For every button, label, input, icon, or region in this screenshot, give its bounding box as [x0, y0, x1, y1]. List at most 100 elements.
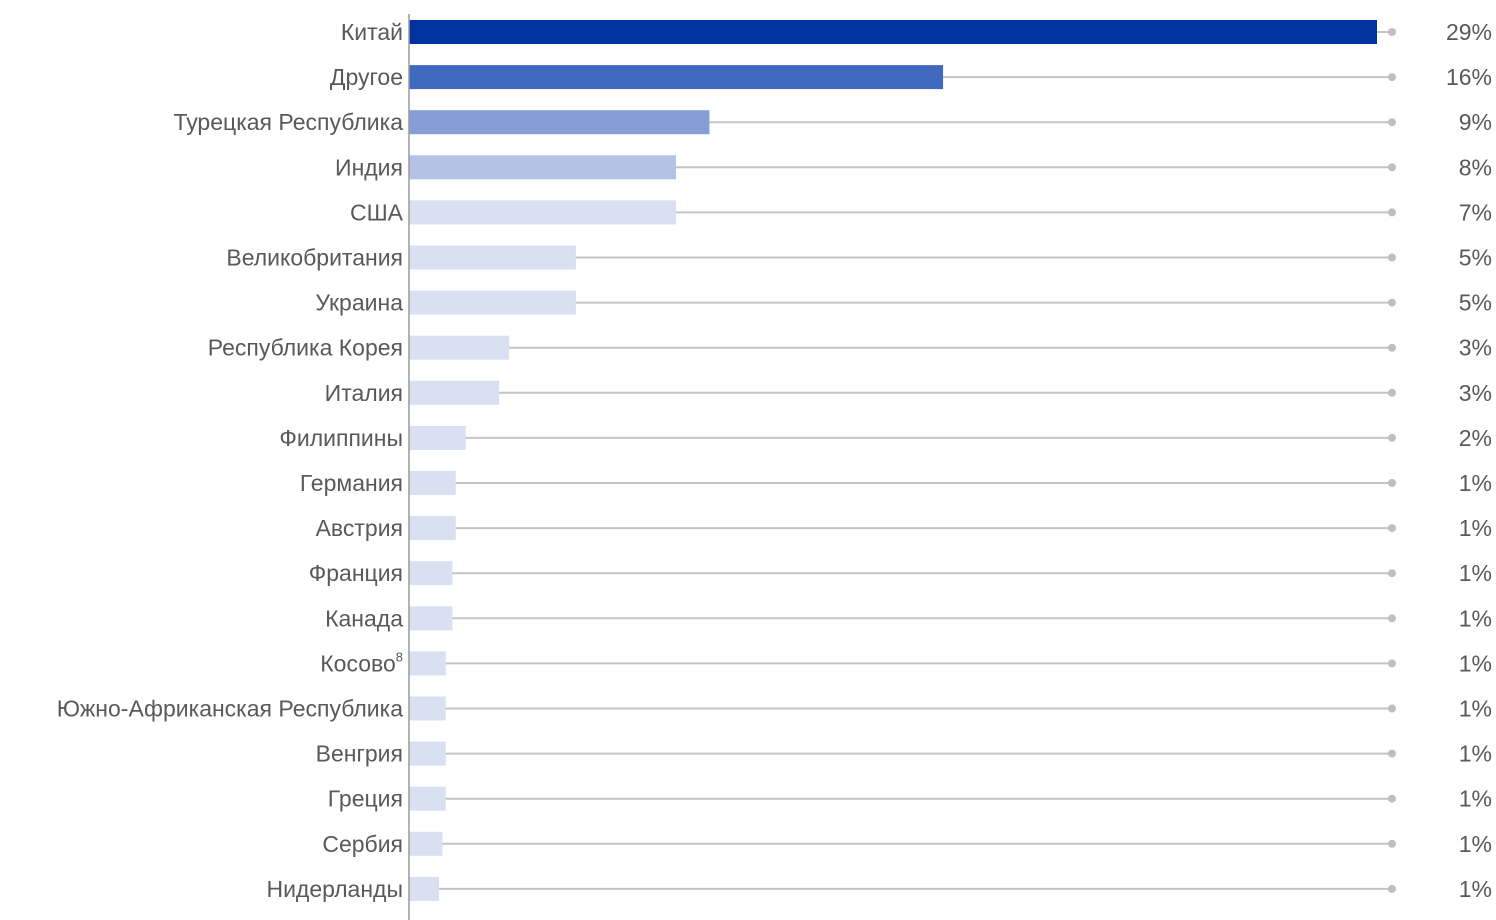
- bar-row: США 7%: [350, 199, 1492, 225]
- value-label: 7%: [1459, 199, 1492, 225]
- leader-end-dot: [1388, 28, 1396, 36]
- bar-row: Великобритания 5%: [226, 245, 1492, 271]
- category-label: Греция: [328, 786, 403, 812]
- leader-end-dot: [1388, 569, 1396, 578]
- value-label: 1%: [1459, 786, 1492, 812]
- bar-row: Венгрия 1%: [316, 741, 1492, 767]
- bar: [409, 110, 710, 135]
- value-label: 5%: [1459, 290, 1492, 316]
- leader-end-dot: [1388, 479, 1396, 487]
- leader-end-dot: [1388, 749, 1396, 758]
- category-label: Нидерланды: [266, 876, 403, 902]
- category-label: Индия: [335, 154, 403, 180]
- leader-end-dot: [1388, 794, 1396, 803]
- leader-end-dot: [1388, 388, 1396, 397]
- bar-row: Украина 5%: [315, 290, 1492, 316]
- bar: [409, 696, 446, 721]
- category-label: Австрия: [316, 515, 403, 541]
- bar-row: Другое 16%: [330, 64, 1492, 90]
- leader-end-dot: [1388, 208, 1396, 217]
- bar: [409, 290, 576, 315]
- value-label: 1%: [1459, 876, 1492, 902]
- category-label: Канада: [325, 605, 403, 631]
- value-label: 29%: [1446, 19, 1492, 45]
- leader-end-dot: [1388, 839, 1396, 848]
- bar: [409, 155, 677, 180]
- bar: [409, 425, 466, 450]
- category-label: Италия: [325, 380, 403, 406]
- bar: [409, 786, 446, 811]
- value-label: 1%: [1459, 470, 1492, 496]
- bar-row: Германия 1%: [300, 470, 1492, 496]
- leader-end-dot: [1388, 704, 1396, 713]
- category-label: Китай: [341, 19, 403, 45]
- value-label: 3%: [1459, 335, 1492, 361]
- bar-row: Косово8 1%: [320, 649, 1492, 676]
- leader-end-dot: [1388, 298, 1396, 307]
- category-label: Сербия: [322, 831, 403, 857]
- value-label: 8%: [1459, 154, 1492, 180]
- leader-end-dot: [1388, 433, 1396, 442]
- bar-row: Филиппины 2%: [279, 425, 1492, 451]
- category-label: Республика Корея: [208, 335, 403, 361]
- bar: [409, 741, 446, 766]
- leader-end-dot: [1388, 73, 1396, 82]
- bar-row: Франция 1%: [309, 560, 1492, 586]
- category-label: Великобритания: [226, 245, 403, 271]
- bar: [409, 20, 1377, 44]
- bar-row: Китай 29%: [341, 19, 1492, 45]
- bar-row: Греция 1%: [328, 786, 1492, 812]
- category-label: Косово8: [320, 649, 403, 676]
- bar-row: Республика Корея 3%: [208, 335, 1492, 361]
- bar: [409, 380, 500, 405]
- value-label: 5%: [1459, 245, 1492, 271]
- category-label: Германия: [300, 470, 403, 496]
- value-label: 9%: [1459, 109, 1492, 135]
- value-label: 16%: [1446, 64, 1492, 90]
- bar-row: Южно-Африканская Республика 1%: [57, 696, 1492, 722]
- bar-row: Турецкая Республика 9%: [173, 109, 1492, 135]
- leader-end-dot: [1388, 614, 1396, 623]
- bar: [409, 561, 453, 586]
- bar: [409, 335, 510, 360]
- value-label: 1%: [1459, 696, 1492, 722]
- bar: [409, 65, 944, 90]
- category-label: Южно-Африканская Республика: [57, 696, 404, 722]
- value-label: 1%: [1459, 650, 1492, 676]
- leader-end-dot: [1388, 163, 1396, 172]
- leader-end-dot: [1388, 118, 1396, 127]
- leader-end-dot: [1388, 524, 1396, 533]
- value-label: 1%: [1459, 560, 1492, 586]
- bar: [409, 471, 456, 495]
- bar-row: Сербия 1%: [322, 831, 1492, 857]
- category-label: Другое: [330, 64, 403, 90]
- bar-row: Канада 1%: [325, 605, 1492, 631]
- category-label: Турецкая Республика: [173, 109, 403, 135]
- bar: [409, 876, 440, 901]
- value-label: 1%: [1459, 515, 1492, 541]
- bar: [409, 516, 456, 541]
- value-label: 1%: [1459, 831, 1492, 857]
- chart-rows: Китай 29% Другое 16% Турецкая Республика 9% Ин…: [57, 19, 1492, 902]
- leader-end-dot: [1388, 343, 1396, 352]
- leader-end-dot: [1388, 884, 1396, 893]
- value-label: 3%: [1459, 380, 1492, 406]
- category-label: Франция: [309, 560, 403, 586]
- leader-end-dot: [1388, 659, 1396, 668]
- bar: [409, 831, 443, 856]
- bar: [409, 245, 576, 270]
- category-label: Филиппины: [279, 425, 403, 451]
- category-label: Венгрия: [316, 741, 403, 767]
- footnote-marker: 8: [396, 649, 403, 664]
- bar: [409, 606, 453, 631]
- bar-row: Италия 3%: [325, 380, 1492, 406]
- value-label: 1%: [1459, 605, 1492, 631]
- category-label: Украина: [315, 290, 403, 316]
- bar-row: Нидерланды 1%: [266, 876, 1492, 902]
- bar-row: Австрия 1%: [316, 515, 1492, 541]
- value-label: 1%: [1459, 741, 1492, 767]
- bar-row: Индия 8%: [335, 154, 1492, 180]
- leader-end-dot: [1388, 253, 1396, 262]
- value-label: 2%: [1459, 425, 1492, 451]
